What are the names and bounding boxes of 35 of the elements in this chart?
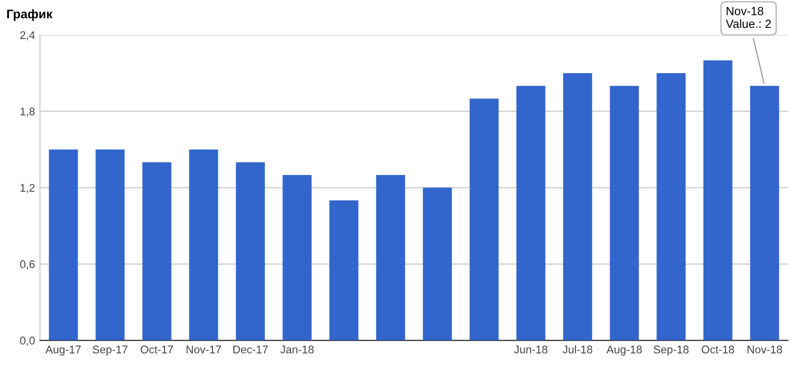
bar — [610, 86, 639, 340]
x-tick-label: Oct-17 — [140, 346, 173, 354]
x-tick-label: Oct-18 — [702, 346, 734, 354]
x-tick-label: Jun-18 — [514, 346, 548, 354]
bar — [48, 150, 78, 340]
x-tick-label: Jul-18 — [562, 345, 592, 354]
x-tick-label: Sep-18 — [654, 346, 689, 356]
bar — [703, 60, 732, 340]
bar — [750, 86, 780, 340]
bar — [142, 162, 172, 340]
x-tick-label: Sep-17 — [92, 346, 128, 356]
bar — [329, 200, 358, 340]
y-tick-label: 0,0 — [20, 336, 35, 346]
bar — [422, 188, 452, 340]
bar — [563, 73, 592, 340]
x-tick-label: Aug-18 — [606, 346, 642, 356]
bar — [470, 98, 499, 340]
bar — [282, 174, 312, 340]
x-tick-label: Nov-17 — [186, 346, 221, 354]
y-tick-label: 1,8 — [20, 108, 35, 117]
x-tick-label: Nov-18 — [748, 346, 782, 354]
bar — [656, 73, 686, 340]
bar — [189, 150, 218, 340]
x-tick-label: Aug-17 — [45, 346, 81, 356]
x-tick-label: Jan-18 — [280, 346, 314, 354]
x-tick-label: Dec-17 — [233, 346, 268, 354]
y-tick-label: 0,6 — [20, 260, 35, 270]
annotation: Nov-18 Value.: 2 — [726, 6, 771, 28]
bar — [96, 150, 125, 340]
y-tick-label: 2,4 — [20, 31, 35, 40]
bar — [376, 174, 406, 340]
bar — [516, 86, 546, 340]
chart-title: График — [7, 9, 52, 21]
y-tick-label: 1,2 — [20, 184, 35, 194]
bar — [236, 162, 265, 340]
